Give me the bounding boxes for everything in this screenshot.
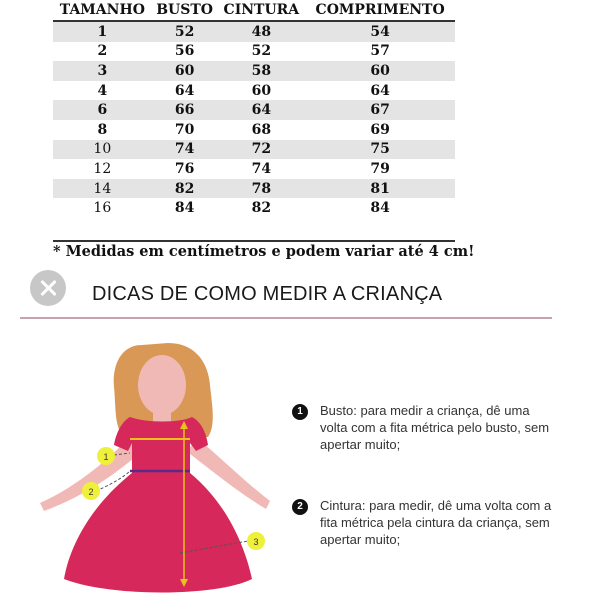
cell-busto: 74 [151,139,218,160]
cell-cintura: 64 [217,100,306,120]
measurement-footnote: * Medidas em centímetros e podem variar … [53,243,475,260]
marker-1-circle [97,447,115,465]
table-row: 1 52 48 54 [53,21,455,42]
cell-size: 2 [97,43,108,60]
cell-cintura: 48 [217,21,306,42]
cell-comprimento: 81 [305,178,455,199]
cell-comprimento: 75 [305,139,455,160]
cell-cintura: 74 [251,160,272,177]
right-arm [186,439,270,509]
cell-busto: 64 [174,82,195,99]
face-shape [138,355,186,415]
cell-busto: 70 [174,121,195,138]
marker-3-circle [247,532,265,550]
header-comprimento: COMPRIMENTO [305,0,455,22]
header-cintura: CINTURA [217,0,306,22]
cell-size: 12 [93,160,112,177]
cell-size: 6 [53,100,152,120]
arrow-down-icon [180,579,188,587]
cell-cintura: 78 [217,178,306,199]
cell-size: 3 [53,61,152,81]
table-row: 14 82 78 81 [53,178,455,199]
cell-cintura: 72 [217,139,306,160]
cell-comprimento: 64 [370,82,390,99]
cell-cintura: 60 [251,82,272,99]
table-header-row: TAMANHO BUSTO CINTURA COMPRIMENTO [53,0,455,22]
pointer-line-1 [113,452,131,456]
size-table: TAMANHO BUSTO CINTURA COMPRIMENTO 1 52 4… [53,0,455,218]
table-row: 10 74 72 75 [53,139,455,160]
cell-comprimento: 67 [305,100,455,120]
cell-cintura: 58 [217,61,306,81]
marker-3-label: 3 [253,537,258,547]
header-tamanho: TAMANHO [53,0,152,22]
cell-size: 10 [53,139,152,160]
cell-busto: 76 [174,160,195,177]
tips-title: DICAS DE COMO MEDIR A CRIANÇA [92,283,443,305]
table-row: 8 70 68 69 [53,120,455,140]
header-busto: BUSTO [151,0,218,22]
arrow-up-icon [180,421,188,429]
tip-number-1: 1 [292,404,308,420]
marker-2-circle [82,482,100,500]
cell-cintura: 82 [251,200,272,217]
cell-comprimento: 79 [370,160,390,177]
cell-comprimento: 69 [370,121,390,138]
child-dress-illustration: 1 2 3 [40,343,270,593]
cell-comprimento: 60 [305,61,455,81]
dress-bodice [114,417,208,473]
cell-size: 4 [97,82,108,99]
close-icon[interactable] [30,270,66,306]
marker-2-label: 2 [88,487,93,497]
table-row: 3 60 58 60 [53,61,455,81]
table-row: 16 84 82 84 [53,198,455,218]
marker-1-label: 1 [103,452,108,462]
cell-busto: 60 [151,61,218,81]
tip-number-2: 2 [292,499,308,515]
tip-text-busto: Busto: para medir a criança, dê uma volt… [320,403,550,452]
cell-busto: 52 [151,21,218,42]
cell-size: 8 [97,121,108,138]
left-arm [40,439,142,511]
table-row: 6 66 64 67 [53,100,455,120]
cell-comprimento: 57 [370,43,390,60]
cell-cintura: 52 [251,43,272,60]
pointer-line-3 [179,540,249,554]
cell-size: 14 [53,178,152,199]
table-row: 4 64 60 64 [53,81,455,101]
tip-text-cintura: Cintura: para medir, dê uma volta com a … [320,498,552,547]
tips-divider [20,317,552,319]
cell-busto: 84 [174,200,195,217]
cell-comprimento: 84 [370,200,390,217]
table-bottom-border [53,240,455,242]
table-row: 2 56 52 57 [53,42,455,62]
dress-skirt [64,473,252,593]
table-row: 12 76 74 79 [53,159,455,179]
cell-size: 1 [53,21,152,42]
cell-busto: 66 [151,100,218,120]
cell-comprimento: 54 [305,21,455,42]
cell-busto: 56 [174,43,195,60]
cell-size: 16 [93,200,112,217]
cell-cintura: 68 [251,121,272,138]
cell-busto: 82 [151,178,218,199]
pointer-line-2 [95,470,131,492]
